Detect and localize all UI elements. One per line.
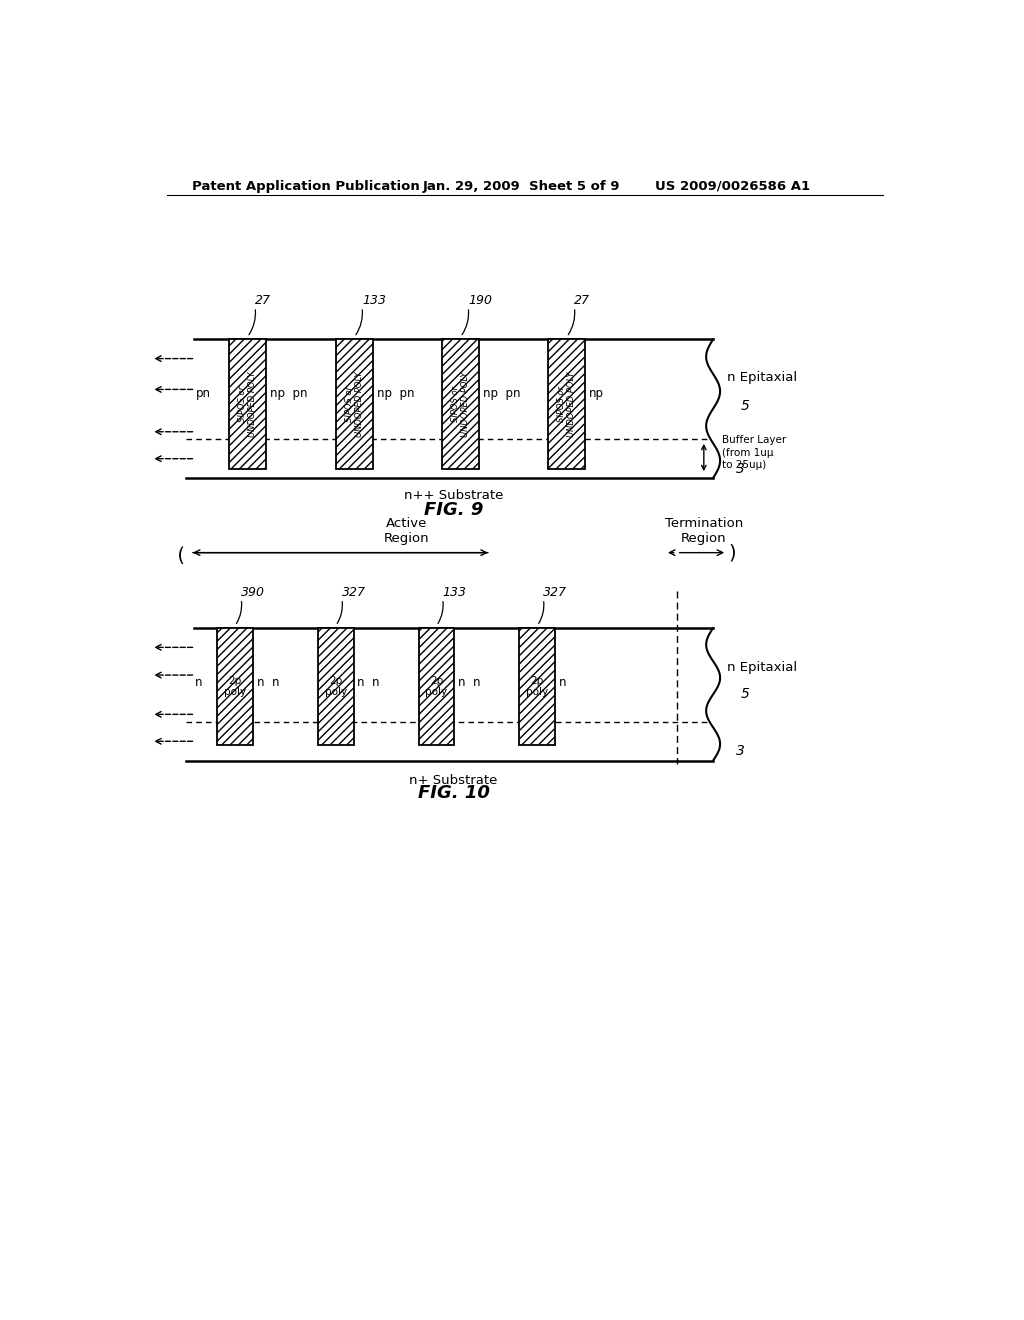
Text: n Epitaxial: n Epitaxial — [727, 371, 798, 384]
Text: 133: 133 — [362, 294, 386, 308]
Text: SIPOS or
UNDOPED POLY: SIPOS or UNDOPED POLY — [557, 371, 577, 437]
Text: np  pn: np pn — [270, 387, 307, 400]
Bar — [336, 339, 373, 469]
Text: 2p
poly: 2p poly — [224, 676, 246, 697]
Bar — [217, 628, 253, 744]
Text: Patent Application Publication: Patent Application Publication — [191, 180, 419, 193]
Bar — [228, 339, 266, 469]
Text: n: n — [559, 676, 566, 689]
Text: 2p
poly: 2p poly — [325, 676, 347, 697]
Bar — [519, 628, 555, 744]
Text: 327: 327 — [342, 586, 366, 599]
Text: FIG. 9: FIG. 9 — [424, 502, 483, 519]
Bar — [317, 628, 353, 744]
Bar — [336, 339, 373, 469]
Text: 3: 3 — [736, 744, 745, 758]
Bar — [548, 339, 586, 469]
Text: 390: 390 — [241, 586, 265, 599]
Text: 27: 27 — [574, 294, 591, 308]
Bar — [317, 628, 353, 744]
Text: 5: 5 — [740, 688, 750, 701]
Bar — [442, 339, 479, 469]
Text: n  n: n n — [458, 676, 480, 689]
Text: ): ) — [729, 543, 736, 562]
Text: np  pn: np pn — [483, 387, 520, 400]
Text: SIPOS or
UNDOPED POLY: SIPOS or UNDOPED POLY — [345, 371, 364, 437]
Text: pn: pn — [196, 387, 210, 400]
Text: np  pn: np pn — [377, 387, 415, 400]
Bar — [548, 339, 586, 469]
Text: SIPOS or
UNDOPED POLY: SIPOS or UNDOPED POLY — [451, 371, 470, 437]
Text: FIG. 10: FIG. 10 — [418, 784, 489, 801]
Bar — [419, 628, 455, 744]
Text: Active
Region: Active Region — [384, 517, 430, 545]
Text: n  n: n n — [357, 676, 380, 689]
Text: n: n — [195, 676, 202, 689]
Bar — [228, 339, 266, 469]
Bar — [419, 628, 455, 744]
Text: SIPOS or
UNDOPED POLY: SIPOS or UNDOPED POLY — [238, 371, 257, 437]
Text: n+ Substrate: n+ Substrate — [410, 774, 498, 787]
Text: 190: 190 — [468, 294, 493, 308]
Text: Buffer Layer
(from 1uμ
to 25uμ): Buffer Layer (from 1uμ to 25uμ) — [722, 436, 786, 470]
Text: 133: 133 — [442, 586, 467, 599]
Text: Termination
Region: Termination Region — [665, 517, 743, 545]
Text: np: np — [589, 387, 604, 400]
Text: n++ Substrate: n++ Substrate — [403, 490, 503, 502]
Text: 2p
poly: 2p poly — [526, 676, 548, 697]
Bar — [442, 339, 479, 469]
Text: Jan. 29, 2009  Sheet 5 of 9: Jan. 29, 2009 Sheet 5 of 9 — [423, 180, 620, 193]
Bar — [217, 628, 253, 744]
Text: n Epitaxial: n Epitaxial — [727, 661, 798, 675]
Text: 27: 27 — [255, 294, 271, 308]
Text: 5: 5 — [740, 400, 750, 413]
Text: ): ) — [174, 543, 182, 562]
Text: n  n: n n — [257, 676, 280, 689]
Text: 327: 327 — [544, 586, 567, 599]
Text: 3: 3 — [736, 462, 745, 475]
Text: 2p
poly: 2p poly — [425, 676, 447, 697]
Bar — [519, 628, 555, 744]
Text: US 2009/0026586 A1: US 2009/0026586 A1 — [655, 180, 810, 193]
